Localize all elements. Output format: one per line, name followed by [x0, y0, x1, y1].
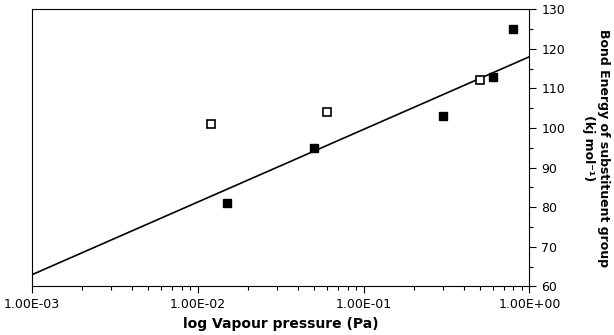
X-axis label: log Vapour pressure (Pa): log Vapour pressure (Pa) — [183, 317, 379, 331]
Y-axis label: Bond Energy of substituent group
(kj mol⁻¹): Bond Energy of substituent group (kj mol… — [582, 29, 610, 267]
